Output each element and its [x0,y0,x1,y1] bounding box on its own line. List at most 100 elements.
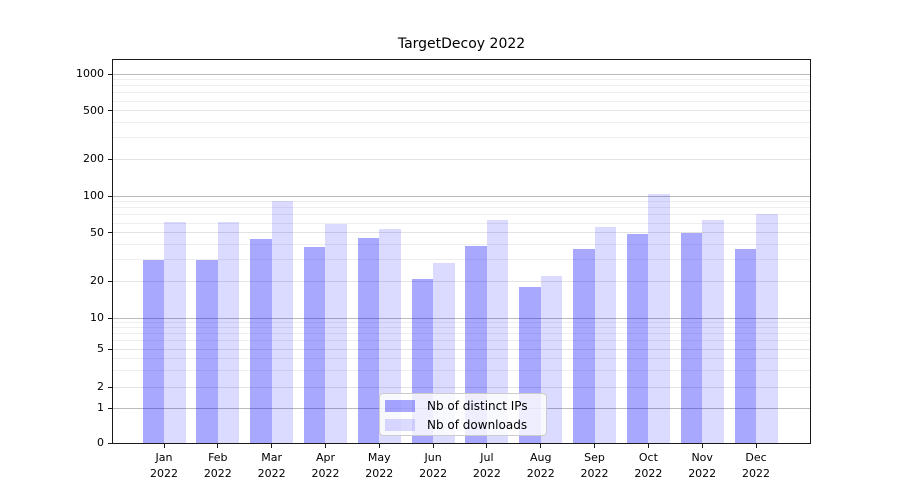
legend-row-distinct-ips: Nb of distinct IPs [385,397,546,415]
plot-area [112,59,811,444]
x-tick-label-year: 2022 [257,467,286,480]
gridline-minor [113,201,810,203]
legend-label-distinct-ips: Nb of distinct IPs [427,399,528,413]
x-tick-mark [540,444,542,448]
x-tick-label-year: 2022 [580,467,609,480]
gridline-minor [113,322,810,324]
x-tick-mark [647,444,649,448]
bar-downloads [594,226,617,443]
x-tick-label: Dec 2022 [726,450,786,482]
x-tick-label-month: Dec [745,451,767,464]
x-tick-label-year: 2022 [688,467,717,480]
gridline-minor [113,259,810,261]
x-tick-mark [701,444,703,448]
y-tick-label: 50 [90,225,104,239]
gridline-minor [113,79,810,81]
x-tick-label-month: Jul [480,451,494,464]
x-tick-label-month: Oct [638,451,658,464]
gridline-minor [113,214,810,216]
x-tick-label: May 2022 [349,450,409,482]
gridline-major [113,158,810,160]
x-tick-label: Apr 2022 [295,450,355,482]
bar-downloads [379,228,401,443]
x-tick-label: Feb 2022 [188,450,248,482]
gridline-major [113,110,810,112]
y-tick-mark [108,195,112,197]
y-tick-mark [108,348,112,350]
x-tick-label: Mar 2022 [242,450,302,482]
x-tick-mark [486,444,488,448]
gridline-major [113,73,810,75]
y-tick-mark [108,317,112,319]
x-tick-label: Oct 2022 [618,450,678,482]
y-tick-label: 200 [83,152,104,166]
x-tick-label-year: 2022 [365,467,394,480]
gridline-minor [113,333,810,335]
x-tick-label-month: Nov [691,451,713,464]
bar-downloads [756,214,778,443]
gridline-minor [113,222,810,224]
gridline-minor [113,369,810,371]
legend-swatch-distinct-ips [385,400,415,412]
bar-downloads [325,223,347,443]
x-tick-label-year: 2022 [526,467,555,480]
bar-downloads [702,220,724,443]
x-tick-label-month: Aug [529,451,552,464]
x-tick-mark [594,444,596,448]
gridline-major [113,386,810,388]
x-tick-mark [755,444,757,448]
x-tick-label: Jul 2022 [457,450,517,482]
bar-downloads [217,222,240,443]
x-tick-label: Nov 2022 [672,450,732,482]
gridline-minor [113,327,810,329]
gridline-minor [113,207,810,209]
x-tick-label: Jun 2022 [403,450,463,482]
x-tick-label: Aug 2022 [511,450,571,482]
legend-row-downloads: Nb of downloads [385,416,546,434]
x-tick-label-year: 2022 [634,467,663,480]
y-tick-mark [108,407,112,409]
y-tick-mark [108,110,112,112]
x-tick-label: Jan 2022 [134,450,194,482]
bar-distinct-ips [573,248,595,443]
x-tick-label-month: Jan [155,451,173,464]
x-tick-label-year: 2022 [419,467,448,480]
gridline-major [113,317,810,319]
gridline-minor [113,92,810,94]
legend: Nb of distinct IPs Nb of downloads [379,393,547,436]
gridline-minor [113,85,810,87]
y-tick-mark [108,442,112,444]
x-tick-mark [432,444,434,448]
gridline-minor [113,137,810,139]
bar-downloads [164,222,186,443]
y-tick-mark [108,386,112,388]
gridline-major [113,232,810,234]
bar-downloads [271,200,294,443]
x-tick-label: Sep 2022 [565,450,625,482]
x-tick-label-month: Sep [584,451,605,464]
y-tick-mark [108,232,112,234]
y-tick-label: 1 [97,401,104,414]
gridline-minor [113,340,810,342]
y-tick-mark [108,73,112,75]
bar-downloads [486,220,509,443]
bar-distinct-ips [680,232,703,443]
x-tick-mark [271,444,273,448]
chart-title: TargetDecoy 2022 [397,36,526,52]
gridline-minor [113,100,810,102]
legend-swatch-downloads [385,419,415,431]
y-tick-mark [108,280,112,282]
gridline-minor [113,357,810,359]
bar-distinct-ips [626,233,649,443]
gridline-minor [113,244,810,246]
y-tick-label: 0 [97,436,104,449]
gridline-major [113,195,810,197]
bar-downloads [648,194,670,443]
bar-distinct-ips [357,238,380,443]
x-tick-label-month: Mar [261,451,282,464]
y-tick-label: 500 [83,103,104,117]
x-tick-mark [217,444,219,448]
x-tick-mark [163,444,165,448]
x-tick-label-year: 2022 [150,467,178,480]
